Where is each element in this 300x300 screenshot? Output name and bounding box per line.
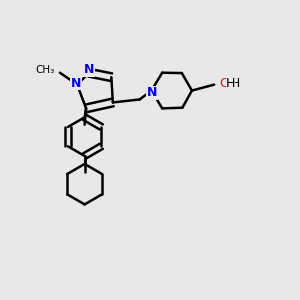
Text: OH: OH <box>222 76 241 90</box>
Text: CH₃: CH₃ <box>35 65 55 75</box>
Text: O: O <box>221 76 231 90</box>
Text: O: O <box>220 77 230 90</box>
Text: N: N <box>70 76 81 90</box>
Text: H: H <box>226 77 236 90</box>
Text: N: N <box>84 63 94 76</box>
Text: N: N <box>147 86 157 99</box>
